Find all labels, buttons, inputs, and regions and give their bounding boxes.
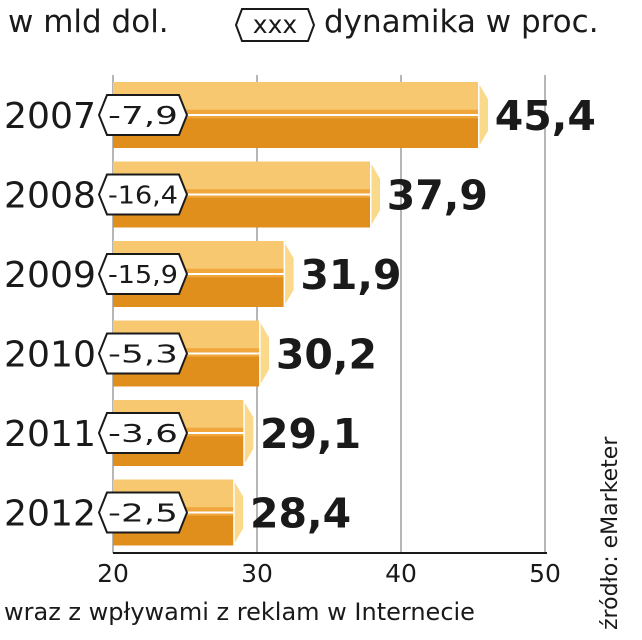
- x-tick-label: 30: [241, 559, 273, 588]
- x-tick-label: 50: [529, 559, 561, 588]
- year-label: 2007: [4, 96, 96, 137]
- year-label: 2008: [4, 176, 96, 217]
- dynamics-badge: [97, 332, 189, 375]
- value-label: 30,2: [276, 331, 377, 379]
- bar-end-cap: [243, 397, 255, 469]
- x-tick-label: 40: [385, 559, 417, 588]
- value-label: 29,1: [260, 410, 361, 458]
- bar-end-cap: [370, 158, 382, 231]
- year-label: 2009: [4, 255, 96, 296]
- bar-end-cap: [233, 476, 245, 549]
- bar-end-cap: [283, 238, 296, 310]
- year-label: 2011: [4, 414, 96, 455]
- dynamics-label: -3,6: [108, 419, 178, 448]
- unit-label: w mld dol.: [8, 4, 169, 40]
- dynamics-badge: [97, 412, 189, 454]
- dynamics-label: -2,5: [108, 499, 178, 528]
- dynamics-label: -15,9: [108, 260, 178, 289]
- value-label: 31,9: [300, 251, 401, 299]
- x-tick-label: 20: [97, 559, 129, 588]
- year-label: 2010: [4, 335, 96, 376]
- bar-group: -7,9 2007 45,4: [4, 79, 596, 151]
- legend-label: dynamika w proc.: [324, 4, 599, 40]
- value-label: 28,4: [250, 490, 351, 538]
- year-label: 2012: [4, 494, 96, 535]
- dynamics-label: -7,9: [108, 101, 178, 130]
- bar-group: -2,5 2012 28,4: [4, 476, 351, 549]
- bar-group: -3,6 2011 29,1: [4, 397, 361, 469]
- bar-group: -15,9 2009 31,9: [4, 238, 402, 310]
- bar-group: -16,4 2008 37,9: [4, 158, 488, 231]
- dynamics-badge: [97, 491, 189, 534]
- value-label: 45,4: [495, 92, 596, 140]
- bar-group: -5,3 2010 30,2: [4, 317, 377, 390]
- value-label: 37,9: [387, 172, 488, 220]
- footnote: wraz z wpływami z reklam w Internecie: [4, 598, 475, 626]
- dynamics-label: -5,3: [108, 340, 178, 369]
- legend-hexagon-marker: xxx: [234, 8, 316, 42]
- legend-marker-text: xxx: [253, 10, 297, 39]
- bar-end-cap: [259, 317, 271, 390]
- dynamics-label: -16,4: [108, 181, 178, 210]
- bar-end-cap: [478, 79, 490, 151]
- dynamics-badge: [97, 94, 189, 136]
- dynamics-badge: [97, 253, 189, 295]
- source-note: źródło: eMarketer: [598, 436, 623, 630]
- dynamics-badge: [97, 173, 189, 216]
